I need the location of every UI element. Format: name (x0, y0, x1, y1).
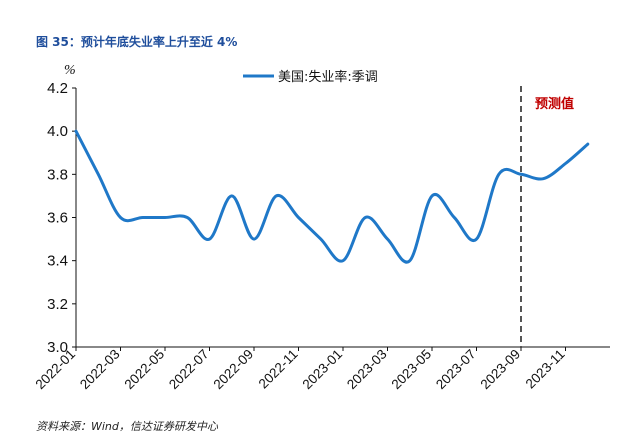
x-tick-label: 2022-03 (77, 347, 123, 393)
x-tick-label: 2023-11 (523, 347, 568, 392)
legend-label: 美国:失业率:季调 (278, 69, 378, 85)
x-tick-label: 2022-11 (256, 347, 301, 392)
y-tick-label: 3.0 (47, 339, 68, 356)
y-tick-label: 3.8 (47, 166, 68, 183)
x-tick-label: 2023-09 (477, 347, 523, 393)
y-axis: 3.0 3.2 3.4 3.6 3.8 4.0 4.2 (47, 80, 76, 356)
y-tick-label: 3.2 (47, 296, 68, 313)
x-tick-label: 2023-05 (388, 347, 434, 393)
source-note: 资料来源：Wind，信达证券研发中心 (36, 420, 218, 433)
x-tick-label: 2022-07 (166, 347, 212, 393)
figure-title: 图 35：预计年底失业率上升至近 4% (36, 35, 238, 49)
x-tick-label: 2022-05 (121, 347, 167, 393)
series-line-unemployment (74, 129, 590, 264)
x-tick-label: 2023-01 (299, 347, 345, 393)
y-tick-label: 4.2 (47, 80, 68, 97)
x-tick-label: 2022-09 (210, 347, 256, 393)
y-tick-label: 4.0 (47, 123, 68, 140)
forecast-label: 预测值 (535, 96, 574, 112)
y-tick-label: 3.6 (47, 210, 68, 227)
y-axis-unit: % (64, 63, 76, 78)
x-tick-label: 2023-07 (433, 347, 479, 393)
y-tick-label: 3.4 (47, 253, 68, 270)
x-tick-label: 2023-03 (344, 347, 390, 393)
legend: 美国:失业率:季调 (243, 69, 378, 85)
